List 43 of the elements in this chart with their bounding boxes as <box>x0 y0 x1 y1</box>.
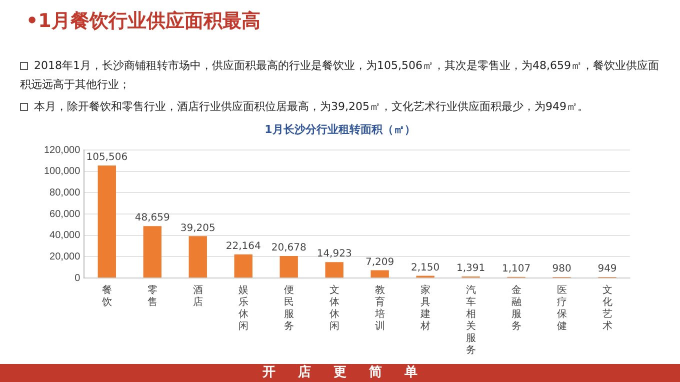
data-label: 1,391 <box>456 263 486 274</box>
x-tick-label: 汽车相关服务 <box>466 284 476 356</box>
x-tick-label: 便民服务 <box>284 284 294 332</box>
x-tick-label: 金融服务 <box>511 284 522 332</box>
y-tick-label: 100,000 <box>44 166 81 178</box>
text: 开 店 更 简 单 <box>0 364 680 382</box>
text: 2018年1月，长沙商铺租转市场中，供应面积最高的行业是餐饮业，为105,506㎡，其次是零售业，为48,659㎡，餐饮业供应面积远远高于其他行业； <box>20 56 660 94</box>
y-tick-label: 0 <box>74 272 81 284</box>
bar <box>188 236 207 278</box>
y-tick-label: 40,000 <box>50 230 81 242</box>
data-label: 949 <box>598 264 617 275</box>
bar <box>98 165 116 278</box>
text: 本月，除开餐饮和零售行业，酒店行业供应面积位居最高，为39,205㎡，文化艺术行业供应面积最少，为949㎡。 <box>20 97 660 116</box>
bar <box>143 226 162 278</box>
data-label: 980 <box>552 264 572 275</box>
x-tick-label: 文化艺术 <box>602 284 612 332</box>
chart-title: •1月餐饮行业供应面积最高 <box>26 9 260 34</box>
data-label: 2,150 <box>410 262 440 274</box>
x-tick-label: 教育培训 <box>374 284 385 332</box>
data-label: 105,506 <box>86 152 128 164</box>
chart-subtitle: 1月长沙分行业租转面积（㎡） <box>264 122 416 137</box>
data-label: 7,209 <box>365 256 394 268</box>
bar <box>280 256 298 278</box>
data-label: 48,659 <box>134 212 170 224</box>
x-tick-label: 医疗保健 <box>556 284 567 332</box>
data-label: 22,164 <box>226 240 261 252</box>
y-tick-label: 20,000 <box>50 251 81 262</box>
data-label: 20,678 <box>271 242 306 254</box>
y-tick-label: 60,000 <box>50 208 81 220</box>
bar <box>370 270 389 278</box>
y-tick-label: 120,000 <box>44 144 81 156</box>
x-tick-label: 娱乐休闲 <box>238 284 248 332</box>
data-label: 14,923 <box>316 248 352 260</box>
bar <box>234 254 252 278</box>
data-label: 39,205 <box>180 222 216 234</box>
x-tick-label: 餐饮 <box>100 284 112 308</box>
y-tick-label: 80,000 <box>50 187 81 198</box>
x-tick-label: 酒店 <box>192 284 203 308</box>
x-tick-label: 文体休闲 <box>329 284 340 332</box>
bar <box>325 262 344 278</box>
x-tick-label: 零售 <box>147 284 158 308</box>
x-tick-label: 家具建材 <box>419 284 430 332</box>
data-label: 1,107 <box>502 263 531 274</box>
